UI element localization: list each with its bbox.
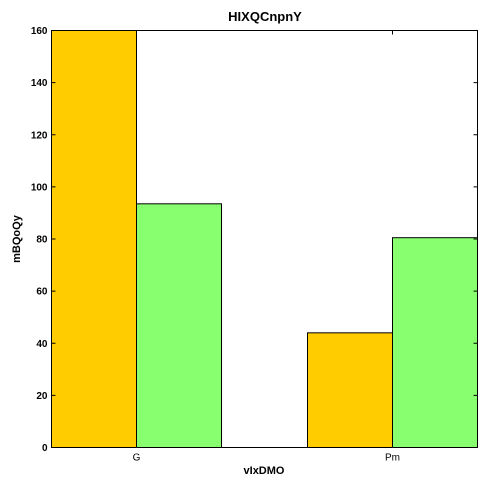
y-tick-label: 160 [31, 26, 48, 37]
y-tick-label: 100 [31, 182, 48, 193]
y-axis-label: mBQoQy [11, 214, 23, 263]
bar-pm-series-2 [392, 237, 478, 448]
ticks-group: G Pm 0 20 40 60 80 100 120 140 160 [31, 26, 478, 464]
y-tick-label: 120 [31, 130, 48, 141]
y-tick-label: 60 [36, 287, 48, 298]
x-tick-label: G [133, 453, 141, 464]
chart-title: HIXQCnpnY [228, 9, 302, 24]
y-tick-label: 20 [36, 391, 48, 402]
plot-frame [51, 30, 478, 448]
x-tick-label: Pm [385, 453, 400, 464]
bar-g-series-1 [51, 30, 137, 448]
y-tick-label: 40 [36, 339, 48, 350]
bar-g-series-2 [136, 203, 222, 448]
y-tick-label: 80 [36, 235, 48, 246]
x-axis-label: vIxDMO [244, 465, 285, 477]
y-tick-label: 0 [42, 443, 48, 454]
y-tick-label: 140 [31, 78, 48, 89]
bars-group [51, 30, 478, 449]
bar-pm-series-1 [307, 332, 393, 449]
